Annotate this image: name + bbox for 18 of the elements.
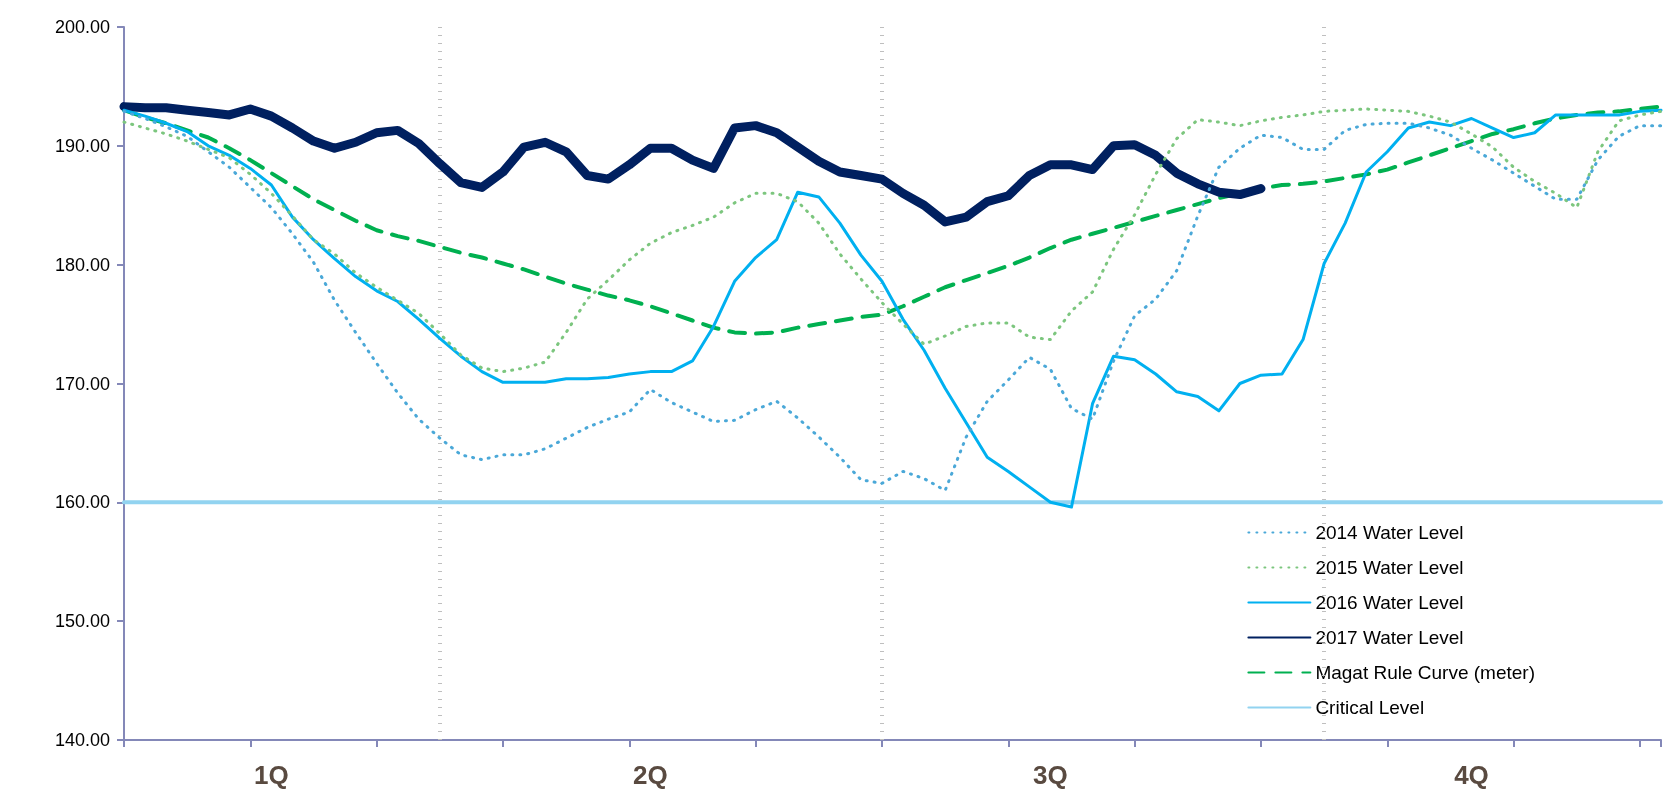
legend-label: Critical Level	[1315, 697, 1425, 718]
y-tick-label: 190.00	[54, 135, 110, 156]
y-tick-label: 150.00	[54, 611, 110, 632]
x-tick-label: 3Q	[1033, 760, 1068, 790]
legend-label: 2017 Water Level	[1315, 627, 1464, 648]
y-tick-label: 160.00	[54, 492, 110, 513]
legend-label: 2015 Water Level	[1315, 557, 1464, 578]
x-tick-label: 2Q	[633, 760, 668, 790]
x-tick-label: 4Q	[1454, 760, 1489, 790]
y-tick-label: 140.00	[54, 730, 110, 750]
legend-label: 2016 Water Level	[1315, 592, 1464, 613]
legend-label: 2014 Water Level	[1315, 522, 1464, 543]
x-tick-label: 1Q	[254, 760, 289, 790]
line-series	[122, 107, 1663, 374]
y-tick-label: 170.00	[54, 373, 110, 394]
legend-label: Magat Rule Curve (meter)	[1315, 662, 1535, 683]
y-tick-label: 180.00	[54, 254, 110, 275]
y-tick-label: 200.00	[54, 17, 110, 37]
